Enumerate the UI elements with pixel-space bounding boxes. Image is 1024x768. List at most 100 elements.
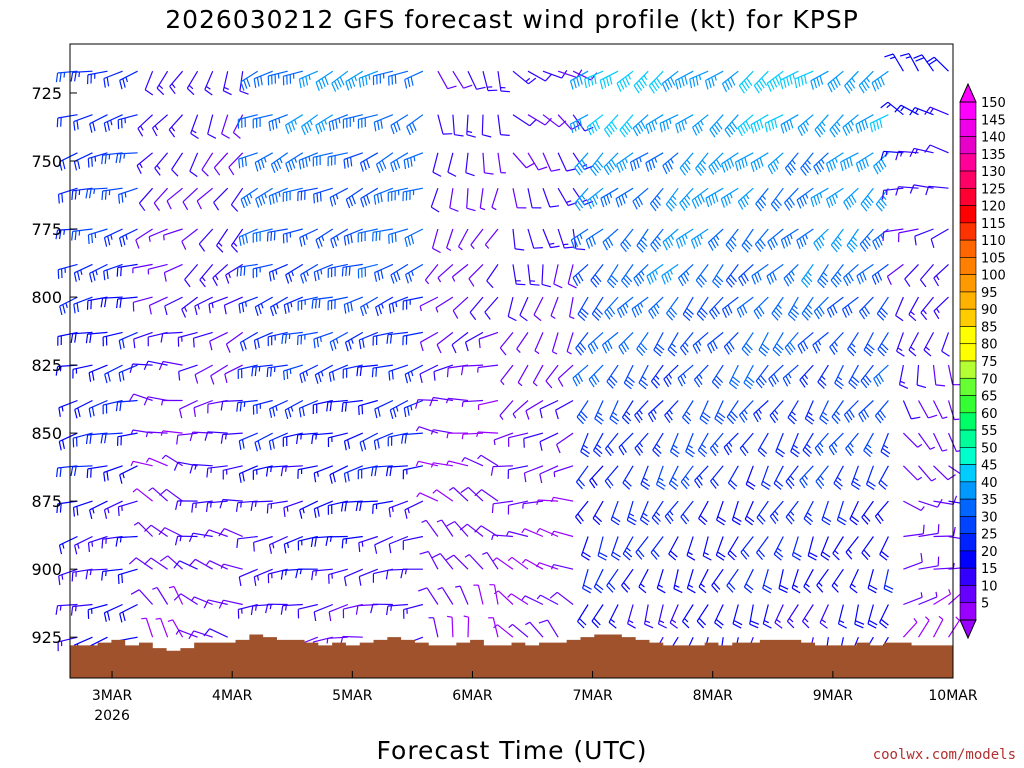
wind-barb (103, 228, 123, 247)
colorbar-label: 50 (981, 441, 998, 456)
wind-barb (737, 187, 754, 210)
wind-barb (709, 114, 724, 138)
wind-barb (553, 264, 563, 289)
wind-barb (527, 188, 542, 209)
wind-barb (477, 454, 499, 467)
wind-barb (664, 400, 679, 424)
wind-barb (118, 331, 138, 350)
colorbar-swatch (959, 118, 977, 137)
wind-barb (633, 263, 649, 287)
colorbar-label: 30 (981, 510, 998, 525)
wind-barb (253, 70, 273, 88)
wind-barb (328, 603, 349, 622)
wind-barb (726, 400, 739, 425)
wind-barb (371, 364, 393, 378)
wind-barb (203, 628, 228, 638)
wind-barb (591, 296, 604, 321)
wind-barb (829, 331, 844, 355)
wind-barb (424, 264, 439, 285)
wind-barb (603, 152, 619, 176)
wind-barb (218, 528, 243, 538)
wind-barb (557, 114, 580, 131)
colorbar-label: 80 (981, 338, 998, 353)
wind-barb (753, 296, 769, 320)
wind-barb (119, 465, 138, 484)
wind-barb (340, 500, 363, 512)
wind-barb (342, 364, 363, 379)
wind-barb (533, 296, 544, 322)
wind-barb (714, 604, 724, 629)
wind-barb (762, 569, 773, 594)
wind-barb (432, 489, 454, 502)
wind-barb (430, 188, 440, 213)
wind-barb (270, 152, 289, 174)
wind-barb (778, 569, 789, 594)
wind-barb (743, 568, 754, 594)
wind-barb (764, 114, 784, 133)
colorbar-swatch (959, 412, 977, 431)
wind-barb (569, 114, 589, 134)
wind-barb (753, 70, 769, 94)
wind-barb (721, 70, 739, 93)
wind-barb (313, 500, 334, 519)
wind-barb (813, 228, 829, 252)
wind-barb (460, 364, 484, 376)
wind-barb (327, 432, 348, 448)
colorbar-label: 40 (981, 476, 998, 491)
wind-barb (542, 69, 568, 79)
wind-barb (597, 536, 608, 561)
wind-barb (238, 296, 258, 314)
wind-barb (602, 228, 619, 251)
wind-barb (622, 465, 634, 490)
wind-barb (666, 296, 679, 321)
wind-barb (516, 332, 529, 354)
wind-barb (432, 152, 442, 177)
wind-barb (882, 228, 904, 242)
wind-barb (237, 114, 258, 129)
wind-barb (631, 296, 649, 318)
wind-barb (221, 114, 230, 139)
wind-barb (727, 465, 739, 490)
wind-barb (674, 70, 694, 90)
wind-barb (222, 465, 243, 480)
wind-barb (297, 296, 318, 311)
wind-barb (636, 228, 649, 253)
wind-barb (768, 364, 784, 388)
wind-barb (647, 400, 664, 423)
wind-barb (886, 263, 904, 286)
wind-barb (193, 399, 213, 417)
wind-barb (357, 114, 378, 129)
wind-barb (328, 114, 349, 132)
wind-barb (484, 296, 499, 320)
wind-barb (933, 495, 958, 505)
wind-barb (173, 461, 198, 471)
wind-barb (741, 332, 754, 357)
wind-barb (477, 399, 499, 411)
wind-barb (404, 228, 424, 248)
wind-barb (755, 187, 769, 212)
wind-barb (419, 364, 439, 384)
wind-barb (297, 331, 318, 346)
wind-barb (209, 331, 228, 351)
wind-barb (118, 187, 138, 204)
wind-barb (252, 263, 273, 279)
wind-barb (370, 465, 393, 477)
wind-barb (238, 228, 258, 247)
wind-barb (158, 527, 183, 538)
wind-barb (620, 228, 634, 253)
wind-barb (826, 187, 844, 208)
wind-barb (626, 500, 637, 526)
wind-barb (461, 399, 484, 407)
wind-barb (635, 536, 649, 560)
wind-barb (801, 264, 814, 288)
x-axis: 3MAR 2026 4MAR 5MAR 6MAR 7MAR 8MAR 9MAR 10MAR (92, 671, 978, 724)
wind-barb (591, 604, 604, 629)
wind-barb (451, 331, 469, 354)
wind-barb (860, 364, 874, 389)
wind-barb (668, 536, 679, 561)
wind-barb (85, 331, 108, 344)
wind-barb (803, 568, 814, 594)
wind-barb (299, 500, 319, 519)
wind-barb (403, 603, 424, 619)
wind-barb (253, 331, 273, 350)
